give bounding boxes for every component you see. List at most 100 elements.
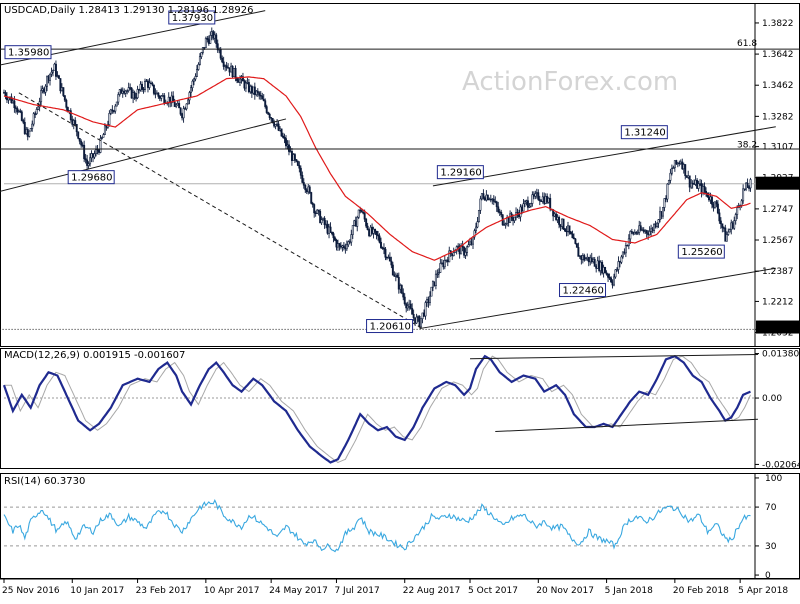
candle-body	[433, 281, 436, 286]
candle-body	[305, 189, 308, 193]
candle-body	[722, 227, 725, 229]
candle-body	[311, 202, 314, 205]
candle-body	[690, 182, 693, 188]
candle-body	[604, 266, 607, 274]
candle-body	[712, 203, 715, 208]
candle-body	[743, 188, 746, 190]
candle-body	[525, 200, 528, 203]
candle-body	[59, 78, 62, 92]
candle-body	[197, 64, 200, 70]
candle-body	[28, 130, 31, 137]
candle-body	[408, 303, 411, 307]
candle-body	[595, 266, 598, 269]
candle-body	[63, 95, 66, 101]
price-trend-line	[419, 267, 776, 330]
candle-body	[172, 95, 175, 103]
candle-body	[498, 211, 501, 213]
candle-body	[614, 269, 617, 278]
candle-body	[666, 183, 669, 200]
candle-body	[645, 230, 648, 234]
candle-body	[339, 245, 342, 248]
candle-body	[532, 194, 535, 197]
candle-body	[317, 209, 320, 212]
candle-body	[87, 163, 90, 166]
candle-body	[126, 90, 129, 92]
candle-body	[86, 159, 89, 166]
candle-body	[647, 232, 650, 236]
macd-line	[2, 354, 751, 464]
candle-body	[725, 234, 728, 242]
candle-body	[549, 197, 552, 210]
candle-body	[184, 108, 187, 110]
candle-body	[323, 217, 326, 225]
swing-label-box	[168, 10, 216, 25]
candle-body	[173, 101, 176, 107]
candle-body	[663, 198, 666, 208]
rsi-tick-label: 70	[765, 503, 777, 513]
swing-label: 1.20610	[370, 322, 411, 333]
candle-body	[356, 217, 359, 227]
candle-body	[635, 232, 638, 234]
candle-body	[105, 125, 108, 128]
candle-body	[727, 231, 730, 235]
candle-body	[475, 226, 477, 232]
candle-body	[610, 277, 613, 283]
macd-trend-line	[470, 354, 758, 360]
candle-body	[181, 113, 184, 119]
candle-body	[440, 262, 443, 265]
candle-body	[733, 220, 736, 229]
candle-body	[696, 179, 699, 189]
candle-body	[564, 228, 566, 232]
candle-body	[224, 65, 227, 67]
candle-body	[618, 261, 621, 263]
candle-body	[592, 258, 595, 263]
candle-body	[357, 209, 360, 218]
candle-body	[112, 110, 115, 112]
candle-body	[109, 109, 112, 114]
candle-body	[244, 82, 247, 89]
x-tick-label: 23 Feb 2017	[136, 586, 192, 596]
candle-body	[213, 34, 216, 39]
rsi-panel-header: RSI(14) 60.3730	[4, 476, 85, 487]
candle-body	[331, 231, 333, 234]
candle-body	[688, 175, 691, 188]
x-tick-label: 10 Jan 2017	[70, 586, 124, 596]
candle-body	[624, 245, 627, 254]
candle-body	[289, 151, 292, 153]
candle-body	[292, 154, 295, 161]
swing-label: 1.35980	[8, 48, 49, 59]
candle-body	[19, 110, 22, 113]
candle-body	[607, 273, 610, 278]
candle-body	[326, 223, 329, 234]
candle-body	[452, 252, 455, 256]
candle-body	[396, 274, 399, 278]
candle-body	[561, 218, 564, 227]
candle-body	[587, 256, 590, 263]
candle-body	[138, 89, 141, 91]
candle-body	[630, 231, 633, 233]
candle-body	[123, 90, 126, 94]
candle-body	[402, 292, 405, 298]
candle-body	[608, 277, 611, 279]
swing-label-box	[620, 125, 668, 140]
candle-body	[350, 234, 353, 243]
candle-body	[32, 113, 35, 125]
candle-body	[728, 229, 731, 233]
candle-body	[684, 164, 687, 177]
candle-body	[740, 200, 743, 206]
candle-body	[20, 111, 23, 121]
candle-body	[531, 194, 534, 204]
rsi-tick-label: 0	[765, 571, 771, 581]
candle-body	[117, 94, 120, 103]
candle-body	[152, 84, 155, 94]
candle-body	[685, 175, 688, 178]
candle-body	[35, 109, 38, 115]
candle-body	[111, 109, 114, 112]
candle-body	[25, 129, 28, 134]
candle-body	[718, 212, 721, 222]
candle-body	[547, 197, 550, 203]
candle-body	[268, 113, 271, 118]
x-tick-label: 25 Nov 2016	[2, 586, 60, 596]
